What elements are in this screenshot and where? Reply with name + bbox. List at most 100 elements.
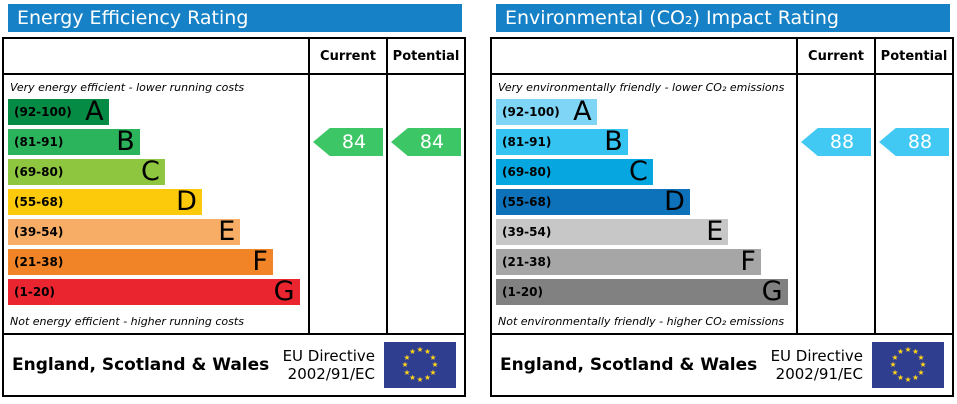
potential-column-header: Potential xyxy=(874,39,952,73)
current-rating-arrow: 88 xyxy=(801,128,871,156)
energy-title-bar: Energy Efficiency Rating xyxy=(8,4,462,32)
top-caption: Very environmentally friendly - lower CO… xyxy=(498,80,785,94)
table-header-row: Current Potential xyxy=(492,39,952,75)
band-row-E: (39-54) E xyxy=(496,218,792,249)
eu-flag-star: ★ xyxy=(904,375,912,384)
band-letter: E xyxy=(218,216,236,247)
band-row-A: (92-100) A xyxy=(496,98,792,129)
band-range: (39-54) xyxy=(502,225,552,239)
band-row-D: (55-68) D xyxy=(8,186,304,219)
eu-flag: ★ ★ ★ ★ ★ ★ ★ ★ ★ ★ ★ ★ xyxy=(872,342,944,388)
band-range: (21-38) xyxy=(502,255,552,269)
band-range: (1-20) xyxy=(14,285,55,299)
eu-flag-star: ★ xyxy=(917,352,925,362)
band-letter: D xyxy=(176,186,197,217)
potential-column: 88 xyxy=(874,75,952,333)
eu-flag-star: ★ xyxy=(431,360,439,369)
current-column-header: Current xyxy=(796,39,874,73)
eu-directive-line2: 2002/91/EC xyxy=(775,365,863,383)
footer: England, Scotland & Wales EU Directive 2… xyxy=(492,333,952,395)
energy-rating-table: Current Potential Very energy efficient … xyxy=(2,37,466,397)
eu-directive-label: EU Directive 2002/91/EC xyxy=(771,347,863,383)
eu-flag-star: ★ xyxy=(403,352,411,362)
band-range: (92-100) xyxy=(14,105,72,119)
band-row-B: (81-91) B xyxy=(8,126,304,159)
table-body: Very environmentally friendly - lower CO… xyxy=(492,75,952,333)
band-letter: G xyxy=(273,276,295,307)
panel-title: Energy Efficiency Rating xyxy=(17,7,249,29)
eu-flag-star: ★ xyxy=(919,360,927,369)
environmental-rating-table: Current Potential Very environmentally f… xyxy=(490,37,954,397)
band-bar-G: (1-20) G xyxy=(496,276,788,307)
current-column-header: Current xyxy=(308,39,386,73)
environmental-title-bar: Environmental (CO₂) Impact Rating xyxy=(496,4,950,32)
eu-flag-star: ★ xyxy=(409,372,416,382)
band-bar-D: (55-68) D xyxy=(8,186,202,217)
eu-flag-star: ★ xyxy=(403,367,411,377)
potential-column: 84 xyxy=(386,75,464,333)
band-bar-F: (21-38) F xyxy=(8,248,273,275)
band-range: (55-68) xyxy=(14,195,64,209)
band-bar-G: (1-20) G xyxy=(8,276,300,307)
bottom-caption: Not energy efficient - higher running co… xyxy=(10,314,244,328)
eu-flag-star: ★ xyxy=(416,345,424,354)
band-bar-D: (55-68) D xyxy=(496,188,690,215)
spacer-cell xyxy=(4,39,308,73)
band-letter: B xyxy=(604,126,623,157)
eu-flag-star: ★ xyxy=(409,347,416,356)
band-bar-B: (81-91) B xyxy=(496,126,628,157)
eu-flag-star: ★ xyxy=(401,360,409,369)
band-letter: A xyxy=(85,96,104,127)
panel-title: Environmental (CO₂) Impact Rating xyxy=(505,7,839,29)
band-letter: B xyxy=(116,126,135,157)
eu-flag-star: ★ xyxy=(889,360,897,369)
band-range: (81-91) xyxy=(502,135,552,149)
band-bar-C: (69-80) C xyxy=(8,158,165,185)
band-row-C: (69-80) C xyxy=(8,158,304,189)
band-letter: C xyxy=(629,156,648,187)
eu-directive-line2: 2002/91/EC xyxy=(287,365,375,383)
eu-flag-star: ★ xyxy=(897,347,904,356)
eu-flag-star: ★ xyxy=(424,372,431,382)
band-range: (69-80) xyxy=(502,165,552,179)
bands-column: Very environmentally friendly - lower CO… xyxy=(492,75,796,333)
eu-flag-star: ★ xyxy=(897,372,904,382)
band-row-E: (39-54) E xyxy=(8,216,304,249)
band-bar-E: (39-54) E xyxy=(8,216,241,247)
eu-flag-star: ★ xyxy=(912,372,919,382)
band-row-F: (21-38) F xyxy=(496,246,792,279)
band-letter: G xyxy=(761,276,783,307)
bottom-caption: Not environmentally friendly - higher CO… xyxy=(498,314,785,328)
eu-flag-star: ★ xyxy=(416,375,424,384)
top-caption: Very energy efficient - lower running co… xyxy=(10,80,245,94)
potential-rating-arrow: 88 xyxy=(879,128,949,156)
region-label: England, Scotland & Wales xyxy=(500,355,758,375)
eu-directive-line1: EU Directive xyxy=(282,347,375,365)
eu-directive-label: EU Directive 2002/91/EC xyxy=(283,347,375,383)
band-bar-F: (21-38) F xyxy=(496,246,761,277)
eu-flag-star: ★ xyxy=(917,367,925,377)
current-column: 88 xyxy=(796,75,874,333)
eu-flag-star: ★ xyxy=(424,347,431,356)
eu-flag-star: ★ xyxy=(429,352,437,362)
potential-rating-arrow: 84 xyxy=(391,128,461,156)
band-bar-B: (81-91) B xyxy=(8,126,140,157)
band-range: (81-91) xyxy=(14,135,64,149)
table-header-row: Current Potential xyxy=(4,39,464,75)
current-column: 84 xyxy=(308,75,386,333)
band-row-G: (1-20) G xyxy=(8,276,304,309)
band-row-F: (21-38) F xyxy=(8,248,304,279)
eu-flag-star: ★ xyxy=(429,367,437,377)
band-row-A: (92-100) A xyxy=(8,96,304,129)
band-row-C: (69-80) C xyxy=(496,156,792,189)
band-letter: F xyxy=(740,246,756,277)
energy-efficiency-panel: Energy Efficiency Rating Current Potenti… xyxy=(2,4,466,397)
table-body: Very energy efficient - lower running co… xyxy=(4,75,464,333)
bands-column: Very energy efficient - lower running co… xyxy=(4,75,308,333)
eu-flag-star: ★ xyxy=(891,367,899,377)
eu-flag-star: ★ xyxy=(912,347,919,356)
eu-flag-star: ★ xyxy=(904,345,912,354)
band-rows: (92-100) A (81-91) B (69-80) C (55-68) D (39-54)… xyxy=(8,96,304,309)
eu-flag-star: ★ xyxy=(891,352,899,362)
potential-column-header: Potential xyxy=(386,39,464,73)
